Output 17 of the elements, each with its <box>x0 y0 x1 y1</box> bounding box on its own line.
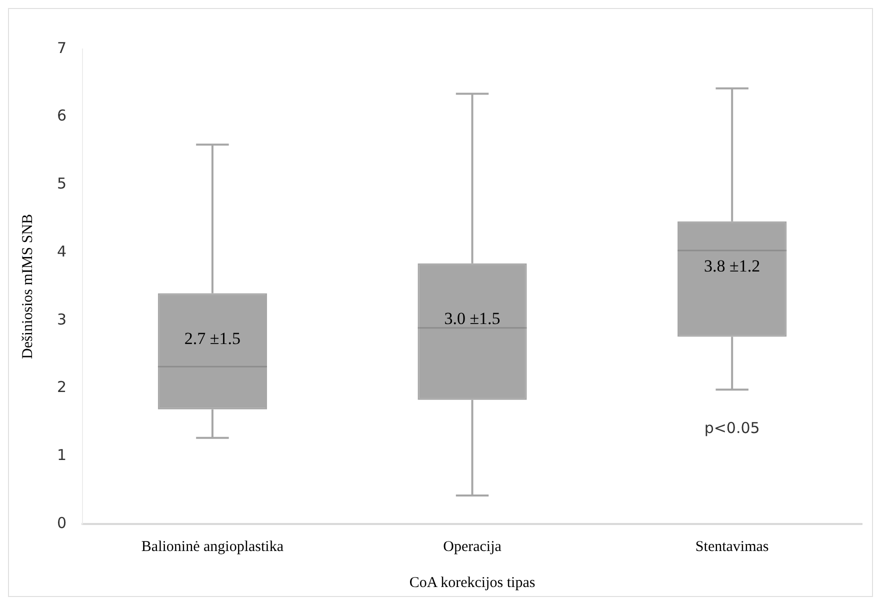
annotation: p<0.05 <box>704 418 760 437</box>
x-tick-label: Stentavimas <box>695 538 769 555</box>
annotation: 3.8 ±1.2 <box>704 256 760 276</box>
x-tick-label: Balioninė angioplastika <box>141 538 284 555</box>
y-tick-label: 1 <box>56 446 67 464</box>
y-tick-label: 4 <box>56 242 67 260</box>
x-axis-title: CoA korekcijos tipas <box>409 574 536 591</box>
y-tick-label: 0 <box>56 514 67 532</box>
y-axis-title: Dešiniosios mIMS SNB <box>20 214 36 360</box>
x-tick-label: Operacija <box>443 538 502 555</box>
annotation: 3.0 ±1.5 <box>444 309 500 328</box>
y-tick-label: 6 <box>56 106 67 125</box>
y-tick-label: 5 <box>56 174 67 193</box>
annotation: 2.7 ±1.5 <box>184 328 240 348</box>
y-tick-label: 3 <box>56 310 67 328</box>
y-tick-label: 7 <box>56 38 67 57</box>
y-tick-label: 2 <box>56 378 67 396</box>
